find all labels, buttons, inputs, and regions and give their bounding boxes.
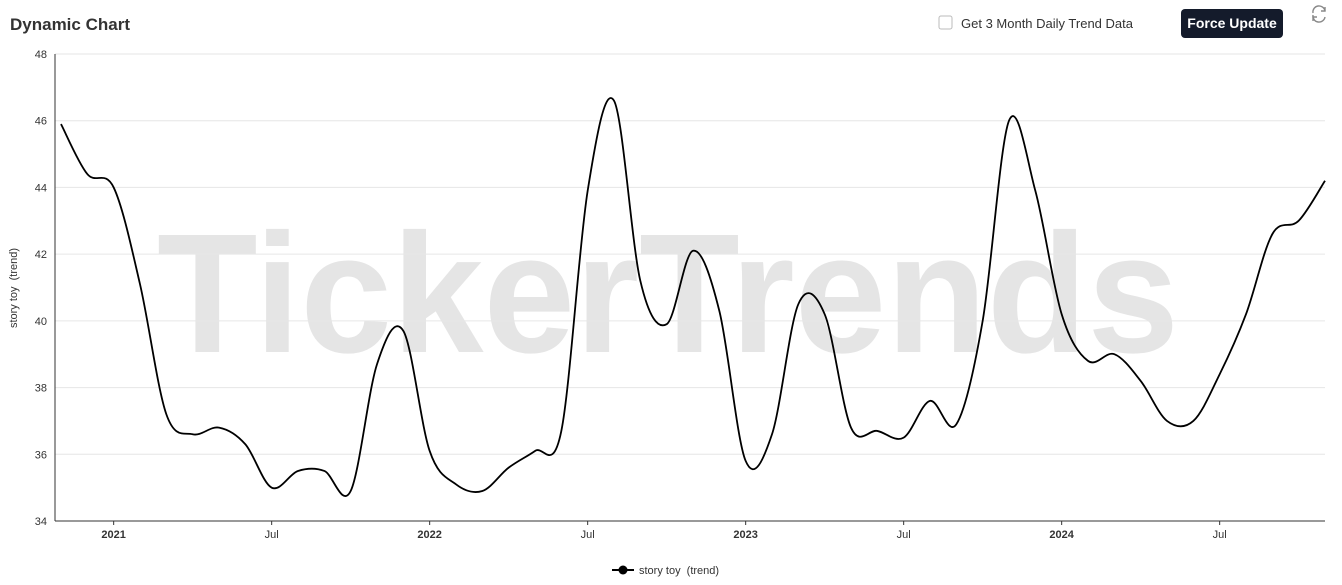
- force-update-button[interactable]: [1181, 9, 1283, 38]
- legend-marker: [618, 565, 628, 575]
- x-tick-label: Jul: [581, 529, 595, 541]
- refresh-arc[interactable]: [1312, 5, 1326, 14]
- checkbox[interactable]: [938, 15, 953, 30]
- x-tick-label: Jul: [265, 529, 279, 541]
- y-axis-label: story toy (trend): [8, 248, 20, 328]
- refresh-arc[interactable]: [1312, 14, 1326, 23]
- legend-label: story toy (trend): [639, 565, 719, 577]
- y-tick-label: 34: [35, 516, 47, 528]
- y-tick-label: 38: [35, 383, 47, 395]
- x-tick-label: Jul: [1213, 529, 1227, 541]
- refresh-icon[interactable]: [1312, 5, 1326, 23]
- watermark: TickerTrends: [157, 199, 1179, 389]
- chart-title: Dynamic Chart: [10, 15, 130, 34]
- x-tick-label: Jul: [897, 529, 911, 541]
- x-tick-label: 2023: [733, 529, 757, 541]
- y-tick-label: 42: [35, 249, 47, 261]
- y-tick-label: 36: [35, 449, 47, 461]
- y-tick-label: 40: [35, 316, 47, 328]
- checkbox-label[interactable]: Get 3 Month Daily Trend Data: [961, 16, 1134, 31]
- refresh-arrow[interactable]: [1312, 16, 1317, 21]
- refresh-arrow[interactable]: [1321, 7, 1326, 12]
- x-tick-label: 2024: [1049, 529, 1074, 541]
- trend-line: [60, 97, 1326, 497]
- button-label[interactable]: Force Update: [1187, 15, 1277, 31]
- x-tick-label: 2022: [417, 529, 441, 541]
- y-tick-label: 46: [35, 116, 47, 128]
- y-tick-label: 48: [35, 49, 47, 61]
- x-tick-label: 2021: [101, 529, 125, 541]
- y-tick-label: 44: [35, 182, 47, 194]
